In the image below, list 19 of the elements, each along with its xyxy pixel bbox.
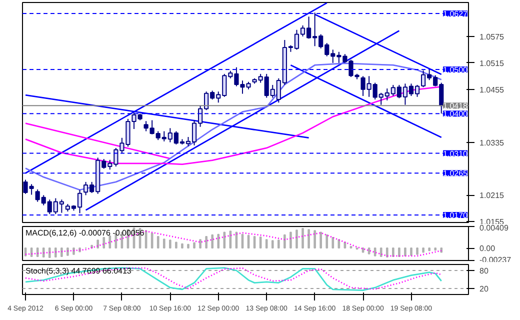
y-tick-label: 20	[480, 284, 489, 294]
y-tick-label: 1.0575	[480, 32, 505, 42]
y-tick-label: 1.0455	[480, 85, 505, 94]
ref-line-label: 1.0310	[443, 149, 468, 158]
y-tick-label: 80	[480, 266, 489, 276]
chart-title: MACD(6,12,6) -0.00076 -0.00056	[26, 228, 145, 238]
ref-line-label: 1.0418	[443, 102, 468, 111]
ref-line-label: 1.0627	[443, 10, 468, 19]
y-tick-label: 0.00	[480, 244, 496, 254]
ref-line-label: 1.0170	[443, 211, 468, 220]
ref-line-label: 1.0265	[443, 169, 468, 178]
line-series	[24, 230, 442, 257]
y-tick-label: 0.00409	[480, 224, 509, 232]
ref-line-label: 1.0500	[443, 66, 468, 75]
y-tick-label: 1.0335	[480, 138, 505, 148]
line-series	[24, 62, 442, 191]
y-tick-label: 1.0515	[480, 58, 505, 68]
y-tick-label: 1.0215	[480, 191, 505, 200]
ref-line-label: 1.0400	[443, 110, 468, 119]
